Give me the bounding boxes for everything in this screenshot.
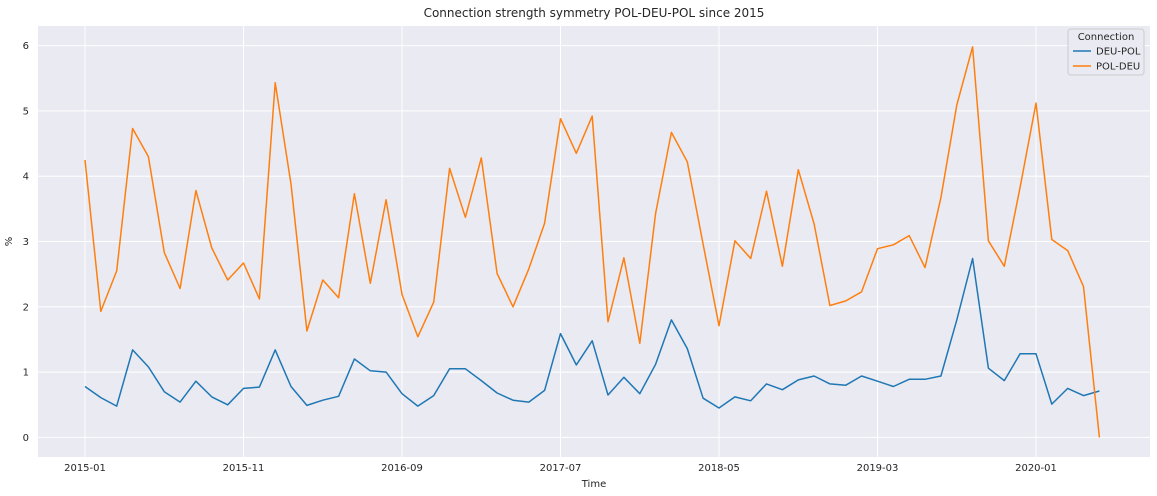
x-tick-label: 2016-09 [381, 463, 423, 474]
series-layer [84, 46, 1101, 438]
legend-title: Connection [1078, 32, 1135, 43]
x-tick-label: 2020-01 [1015, 463, 1057, 474]
legend-box [1067, 28, 1145, 76]
legend-entry: POL-DEU [1096, 62, 1140, 73]
axis-ticks: 0 1 2 3 4 5 6 2015-01 2015-11 2016-09 2017-07 2018-… [23, 41, 1057, 474]
y-tick-label: 5 [23, 106, 29, 117]
y-tick-label: 2 [23, 302, 29, 313]
y-tick-label: 0 [23, 433, 29, 444]
y-tick-label: 6 [23, 41, 29, 52]
chart-title: Connection strength symmetry POL-DEU-POL… [424, 6, 765, 20]
x-tick-label: 2019-03 [857, 463, 899, 474]
legend: Connection DEU-POL POL-DEU [1067, 28, 1145, 76]
grid-lines [38, 26, 1150, 457]
y-tick-label: 1 [23, 368, 29, 379]
x-tick-label: 2015-11 [223, 463, 265, 474]
series-line-pol-deu [84, 46, 1101, 438]
legend-entries: DEU-POL POL-DEU [1073, 47, 1141, 73]
y-axis-label: % [4, 237, 15, 247]
series-line-deu-pol [84, 257, 1100, 409]
y-tick-label: 3 [23, 237, 29, 248]
y-tick-label: 4 [23, 172, 29, 183]
x-axis-label: Time [581, 479, 606, 490]
x-tick-label: 2017-07 [540, 463, 582, 474]
legend-entry: DEU-POL [1096, 47, 1141, 58]
x-tick-label: 2015-01 [64, 463, 106, 474]
x-tick-label: 2018-05 [698, 463, 740, 474]
